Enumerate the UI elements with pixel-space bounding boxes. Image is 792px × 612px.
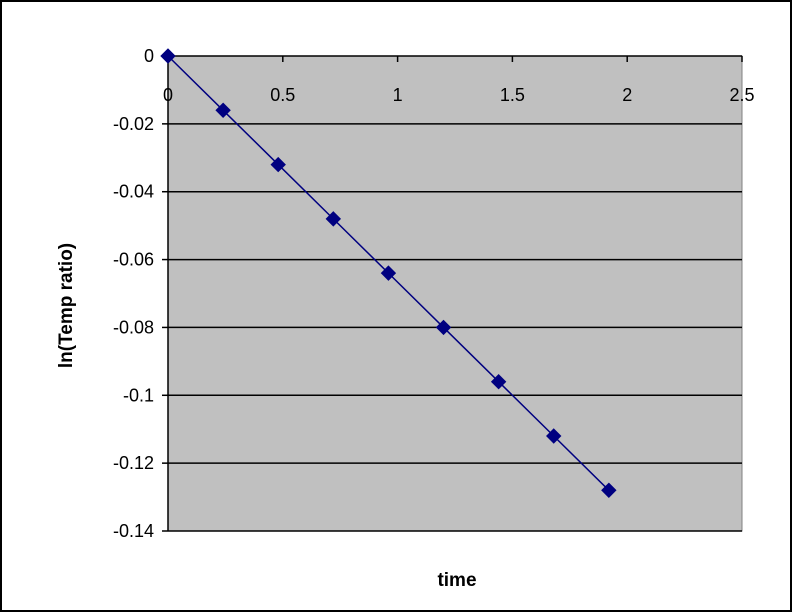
data-point xyxy=(490,374,507,390)
y-tick-label: -0.02 xyxy=(113,114,154,134)
x-tick-label: 0 xyxy=(163,85,173,105)
x-tick-labels: 0 0.5 1 1.5 2 2.5 xyxy=(163,85,755,105)
data-point xyxy=(270,156,286,173)
y-tick-label: -0.08 xyxy=(113,317,154,337)
x-tick-label: 1.5 xyxy=(500,85,525,105)
data-point xyxy=(435,319,452,336)
x-tick-label: 2 xyxy=(622,85,632,105)
data-point xyxy=(160,48,176,64)
plot-area xyxy=(167,55,743,532)
data-point xyxy=(380,265,397,281)
x-axis-title: time xyxy=(437,570,476,591)
series-1 xyxy=(160,48,617,498)
y-tick-label: -0.12 xyxy=(113,453,154,473)
data-point xyxy=(601,482,617,498)
x-tick-label: 2.5 xyxy=(729,85,754,105)
y-tick-label: 0 xyxy=(144,46,154,66)
y-tick-labels: 0 -0.02 -0.04 -0.06 -0.08 -0.1 -0.12 -0.14 xyxy=(113,46,154,541)
y-axis-title: ln(Temp ratio) xyxy=(56,243,77,368)
data-point xyxy=(546,428,562,444)
y-tick-label: -0.1 xyxy=(123,385,154,405)
y-tick-label: -0.04 xyxy=(113,182,154,202)
gridlines xyxy=(168,123,742,532)
x-tick-label: 0.5 xyxy=(270,85,295,105)
data-point xyxy=(215,102,231,118)
data-point xyxy=(325,211,342,227)
y-tick-label: -0.14 xyxy=(113,521,154,541)
x-tick-label: 1 xyxy=(393,85,403,105)
y-tick-label: -0.06 xyxy=(113,250,154,270)
